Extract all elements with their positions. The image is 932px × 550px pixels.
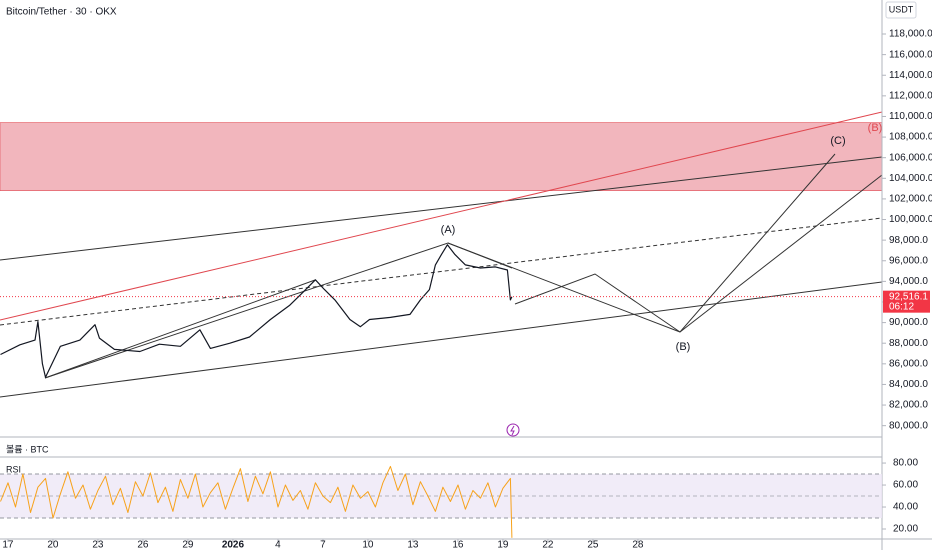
zone-layer [0,122,883,191]
x-tick-label: 4 [275,540,281,550]
y-tick-label: 82,000.0 [889,400,928,411]
y-tick-label: 104,000.0 [889,173,932,184]
y-tick-label: 98,000.0 [889,235,928,246]
rsi-line [0,465,513,538]
wave-label: (B) [868,122,883,134]
y-tick-label: 118,000.0 [889,29,932,40]
x-tick-label: 25 [587,540,599,550]
y-tick-label: 60.00 [893,480,918,491]
y-tick-label: 40.00 [893,502,918,513]
x-tick-label: 20 [47,540,59,550]
event-icon[interactable] [506,423,520,437]
volume-label: 볼륨 · BTC [6,444,49,454]
event-icon-bolt [510,425,515,436]
wave-line [679,174,883,333]
x-tick-label: 28 [632,540,644,550]
y-tick-label: 96,000.0 [889,255,928,266]
support-line [0,281,883,398]
chart-title: Bitcoin/Tether · 30 · OKX [6,7,117,18]
x-tick-label: 22 [542,540,554,550]
x-tick-label: 2026 [222,540,245,550]
wave-label: (A) [441,224,456,236]
y-tick-label: 100,000.0 [889,214,932,225]
resistance-zone [0,122,883,191]
y-tick-label: 86,000.0 [889,358,928,369]
rsi-label: RSI [6,464,21,474]
x-tick-label: 23 [92,540,104,550]
channel-line [0,111,883,321]
y-tick-label: 84,000.0 [889,379,928,390]
x-tick-label: 10 [362,540,374,550]
y-tick-label: 102,000.0 [889,194,932,205]
wave-label: (B) [676,341,691,353]
y-tick-label: 94,000.0 [889,276,928,287]
y-tick-label: 106,000.0 [889,152,932,163]
currency-box[interactable] [885,1,917,19]
countdown: 06:12 [889,301,914,312]
x-tick-label: 7 [320,540,326,550]
x-tick-label: 13 [407,540,419,550]
wave-label: (C) [830,135,845,147]
last-price-box [883,290,930,313]
y-tick-label: 110,000.0 [889,111,932,122]
x-tick-label: 26 [137,540,149,550]
y-tick-label: 80.00 [893,458,918,469]
x-tick-label: 19 [497,540,509,550]
wave-line [447,242,681,333]
last-price-label: 92,516.1 [889,291,928,302]
y-tick-label: 20.00 [893,524,918,535]
y-tick-label: 114,000.0 [889,70,932,81]
y-tick-label: 116,000.0 [889,49,932,60]
y-tick-label: 80,000.0 [889,420,928,431]
x-tick-label: 29 [182,540,194,550]
y-tick-label: 88,000.0 [889,338,928,349]
channel-line [0,156,883,261]
y-tick-label: 90,000.0 [889,317,928,328]
currency: USDT [889,4,914,14]
y-tick-label: 108,000.0 [889,132,932,143]
x-tick-label: 16 [452,540,464,550]
mid-line [0,217,883,326]
wave-line [514,153,836,333]
price-line [0,244,513,378]
x-tick-label: 17 [2,540,14,550]
y-tick-label: 112,000.0 [889,90,932,101]
